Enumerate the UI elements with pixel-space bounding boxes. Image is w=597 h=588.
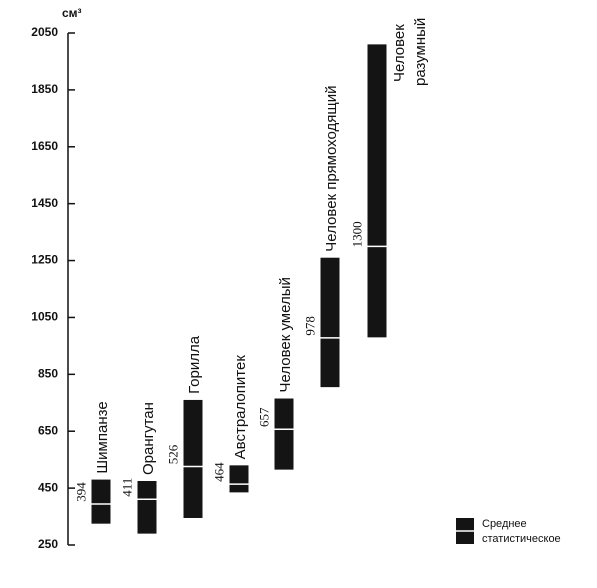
mean-label: 657 <box>256 407 271 427</box>
category-label: Человек умелый <box>277 277 294 392</box>
category-label: Человек <box>391 24 408 82</box>
category-label: Горилла <box>186 335 203 394</box>
category-label: разумный <box>412 18 429 86</box>
range-bar <box>183 399 203 518</box>
range-bar <box>137 481 157 534</box>
mean-label: 526 <box>165 444 180 464</box>
mean-label: 411 <box>119 478 134 497</box>
mean-label: 464 <box>211 462 226 482</box>
range-bar <box>320 257 340 388</box>
range-bar <box>91 479 111 524</box>
category-label: Шимпанзе <box>94 401 111 473</box>
legend-label: статистическое <box>482 533 561 545</box>
y-tick-label: 650 <box>38 423 58 437</box>
y-tick-label: 1250 <box>31 253 58 267</box>
y-tick-label: 2050 <box>31 25 58 39</box>
y-tick-label: 1850 <box>31 82 58 96</box>
y-tick-label: 1650 <box>31 139 58 153</box>
mean-label: 978 <box>302 316 317 336</box>
y-tick-label: 450 <box>38 480 58 494</box>
unit-label: см³ <box>62 6 82 20</box>
category-label: Человек прямоходящий <box>323 86 340 252</box>
mean-label: 1300 <box>349 221 364 247</box>
y-tick-label: 250 <box>38 537 58 551</box>
y-tick-label: 1050 <box>31 310 58 324</box>
category-label: Орангутан <box>140 402 157 475</box>
y-tick-label: 850 <box>38 367 58 381</box>
legend-label: Среднее <box>482 518 527 530</box>
category-label: Австралопитек <box>232 355 249 460</box>
range-bar <box>367 44 387 338</box>
range-bar <box>229 465 249 493</box>
y-tick-label: 1450 <box>31 196 58 210</box>
range-bar <box>274 398 294 470</box>
mean-label: 394 <box>73 482 88 502</box>
